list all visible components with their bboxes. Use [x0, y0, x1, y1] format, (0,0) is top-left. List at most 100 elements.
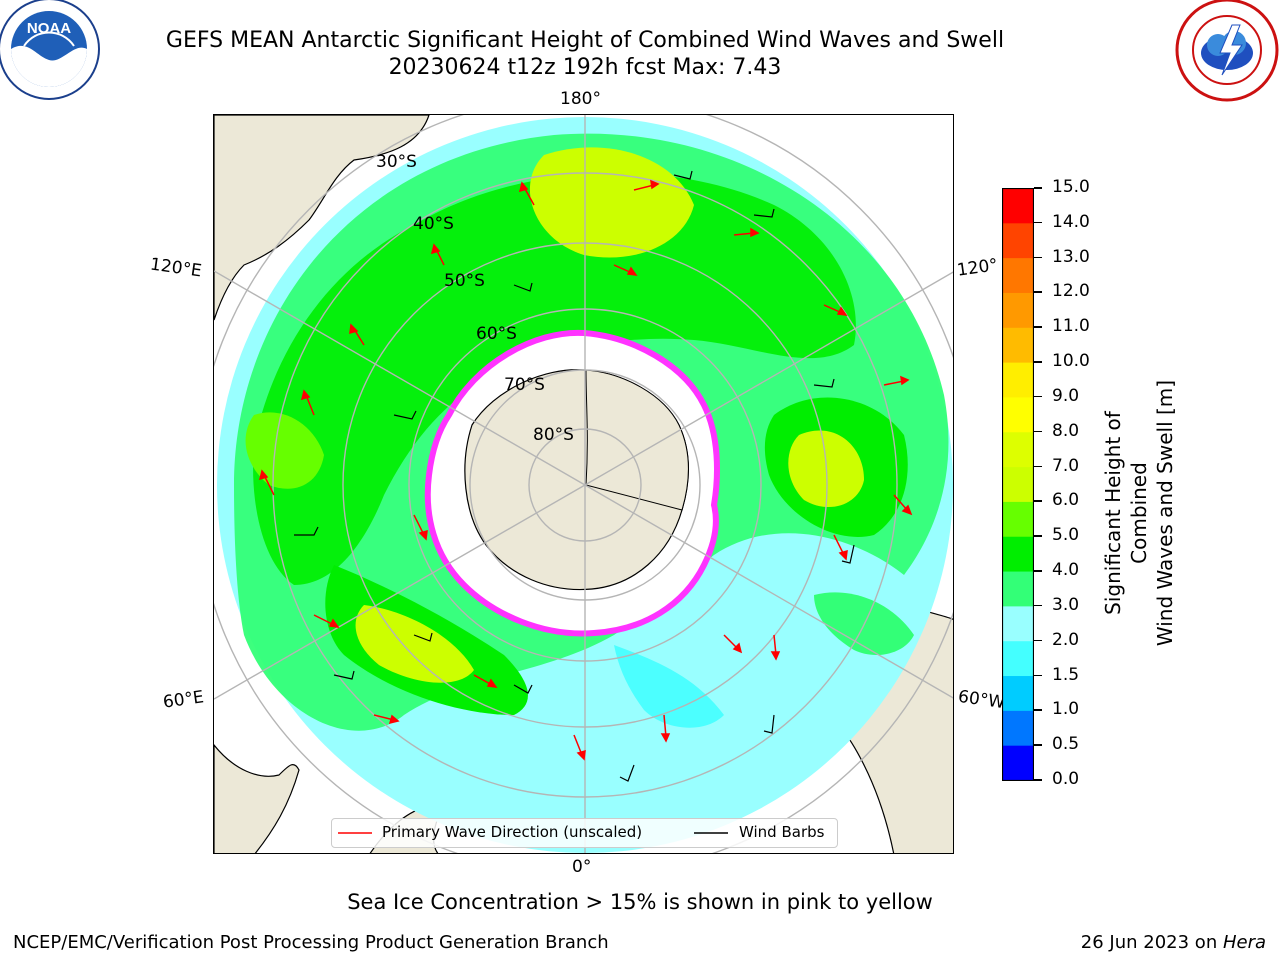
- wave-arrow: [300, 389, 315, 416]
- wave-arrow: [413, 514, 428, 541]
- wave-arrow: [723, 634, 743, 654]
- colorbar-tick-label: 0.5: [1052, 734, 1080, 755]
- nws-logo-icon: [1175, 0, 1279, 102]
- wind-barb: [393, 410, 417, 420]
- svg-text:NOAA: NOAA: [27, 20, 71, 37]
- colorbar-tick-mark: [1034, 221, 1042, 224]
- colorbar-tick-label: 15.0: [1052, 177, 1090, 197]
- colorbar-bin: [1002, 710, 1034, 746]
- antarctic-wave-map: [214, 115, 953, 853]
- graticule: [214, 115, 953, 853]
- colorbar-tick-label: 3.0: [1052, 594, 1080, 615]
- colorbar-bin: [1002, 188, 1034, 224]
- meridian-120e: [214, 270, 586, 486]
- sea-ice-caption: Sea Ice Concentration > 15% is shown in …: [347, 890, 933, 914]
- wind-barb: [841, 544, 855, 564]
- lon-label-0: 0°: [572, 857, 592, 877]
- footer-date: 26 Jun 2023 on Hera: [1081, 932, 1266, 953]
- colorbar-tick-mark: [1034, 535, 1042, 537]
- wave-arrow: [373, 714, 400, 725]
- colorbar-bin: [1002, 431, 1034, 468]
- wind-barb: [753, 208, 775, 218]
- colorbar-tick-label: 0.0: [1052, 769, 1080, 789]
- colorbar-tick-label: 14.0: [1052, 211, 1090, 232]
- colorbar-tick-mark: [1034, 674, 1042, 677]
- wind-barb: [513, 282, 533, 292]
- wave-arrow: [349, 323, 365, 346]
- colorbar-tick-mark: [1034, 256, 1042, 259]
- wind-barb: [513, 684, 533, 694]
- wave-arrow: [258, 469, 275, 496]
- colorbar-tick-mark: [1034, 291, 1042, 293]
- lat-label-30s: 30°S: [376, 152, 417, 172]
- wave-arrow: [633, 179, 660, 191]
- wave-arrow: [430, 243, 445, 266]
- colorbar-bin: [1002, 745, 1034, 781]
- legend-wave-label: Primary Wave Direction (unscaled): [382, 823, 643, 841]
- colorbar-label-line-1: Significant Height of Combined: [1101, 411, 1151, 615]
- colorbar-tick-label: 1.5: [1052, 664, 1080, 685]
- colorbar-tick-mark: [1034, 604, 1042, 607]
- colorbar-tick-label: 2.0: [1052, 629, 1080, 650]
- colorbar-tick-label: 11.0: [1052, 316, 1090, 337]
- wave-arrow: [660, 714, 671, 743]
- lat-label-80s: 80°S: [533, 425, 574, 445]
- colorbar-label-line-2: Wind Waves and Swell [m]: [1153, 379, 1177, 647]
- colorbar-tick-label: 9.0: [1052, 385, 1080, 406]
- colorbar-tick-mark: [1034, 500, 1042, 502]
- colorbar-tick-label: 8.0: [1052, 420, 1080, 441]
- meridian-60e: [214, 484, 586, 700]
- lon-label-60e: 60°E: [161, 687, 206, 713]
- wave-arrow: [770, 634, 781, 661]
- wind-barb: [619, 764, 635, 782]
- wind-barb: [673, 170, 693, 180]
- wave-arrow: [883, 375, 910, 386]
- colorbar-bin: [1002, 292, 1034, 328]
- colorbar-bin: [1002, 362, 1034, 398]
- colorbar-bin: [1002, 640, 1034, 677]
- noaa-logo-icon: NOAA: [0, 0, 100, 100]
- colorbar-bin: [1002, 536, 1034, 572]
- wave-arrow: [613, 264, 638, 276]
- legend-wind-label: Wind Barbs: [739, 823, 825, 841]
- colorbar-tick-mark: [1034, 361, 1042, 363]
- colorbar-tick-mark: [1034, 570, 1042, 572]
- africa-land: [214, 744, 300, 853]
- map-panel: [213, 114, 954, 854]
- australia-land: [214, 115, 430, 321]
- title-line-2: 20230624 t12z 192h fcst Max: 7.43: [388, 55, 782, 80]
- colorbar-label: Significant Height of Combined Wind Wave…: [1100, 363, 1178, 663]
- lon-label-60w: 60°W: [956, 686, 1007, 714]
- colorbar: [1002, 188, 1034, 781]
- colorbar-tick-mark: [1034, 326, 1042, 328]
- wind-barb: [763, 714, 775, 734]
- colorbar-bin: [1002, 466, 1034, 502]
- colorbar-bin: [1002, 327, 1034, 363]
- wind-barb: [813, 378, 835, 388]
- colorbar-tick-mark: [1034, 779, 1042, 781]
- wave-direction-arrows: [258, 179, 913, 761]
- colorbar-tick-label: 13.0: [1052, 246, 1090, 267]
- colorbar-tick-label: 5.0: [1052, 525, 1080, 546]
- colorbar-bin: [1002, 501, 1034, 537]
- colorbar-tick-label: 7.0: [1052, 455, 1080, 476]
- lat-label-50s: 50°S: [444, 271, 485, 291]
- colorbar-bin: [1002, 222, 1034, 259]
- wind-barb: [333, 670, 355, 680]
- wind-barb-legend-icon: [694, 832, 728, 834]
- wind-barb: [294, 526, 319, 536]
- colorbar-tick-mark: [1034, 639, 1042, 642]
- wave-arrow: [733, 227, 760, 238]
- wave-arrow: [833, 534, 848, 561]
- colorbar-tick-label: 6.0: [1052, 490, 1080, 511]
- lon-label-180: 180°: [560, 89, 601, 109]
- wave-direction-legend-icon: [338, 832, 372, 834]
- colorbar-tick-mark: [1034, 465, 1042, 468]
- colorbar-bin: [1002, 571, 1034, 607]
- colorbar-tick-label: 1.0: [1052, 699, 1080, 720]
- footer-org: NCEP/EMC/Verification Post Processing Pr…: [13, 932, 609, 953]
- wave-arrow: [823, 304, 848, 316]
- wave-arrow: [518, 181, 535, 206]
- lat-label-40s: 40°S: [413, 214, 454, 234]
- chart-title: GEFS MEAN Antarctic Significant Height o…: [0, 27, 1170, 81]
